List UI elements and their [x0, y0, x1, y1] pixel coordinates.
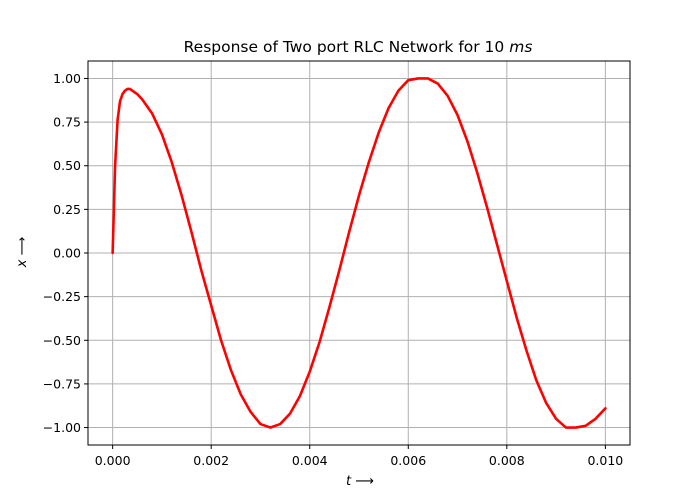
- y-tick-label: −0.25: [43, 289, 81, 304]
- y-tick-label: 0.75: [53, 115, 81, 130]
- x-tick-label: 0.002: [193, 453, 229, 468]
- series-line: [111, 77, 607, 429]
- y-tick-label: −0.50: [43, 333, 81, 348]
- ticks: 0.000 0.002 0.004 0.006 0.008 0.010 −1.00 −0.75…: [43, 71, 624, 468]
- series-layer: [111, 77, 607, 429]
- y-tick-label: −0.75: [43, 376, 81, 391]
- plot-area-frame: [87, 60, 631, 446]
- x-tick-label: 0.006: [390, 453, 426, 468]
- x-tick-label: 0.010: [587, 453, 623, 468]
- x-tick-label: 0.004: [292, 453, 328, 468]
- y-tick-label: −1.00: [43, 420, 81, 435]
- y-axis-label: x ⟶: [15, 237, 30, 268]
- chart-title: Response of Two port RLC Network for 10 …: [184, 38, 533, 56]
- y-tick-label: 1.00: [53, 71, 81, 86]
- x-tick-label: 0.000: [95, 453, 131, 468]
- y-tick-label: 0.50: [53, 158, 81, 173]
- x-axis-label: t ⟶: [346, 474, 374, 489]
- grid: [88, 61, 630, 445]
- y-tick-label: 0.00: [53, 246, 81, 261]
- y-tick-label: 0.25: [53, 202, 81, 217]
- x-tick-label: 0.008: [489, 453, 525, 468]
